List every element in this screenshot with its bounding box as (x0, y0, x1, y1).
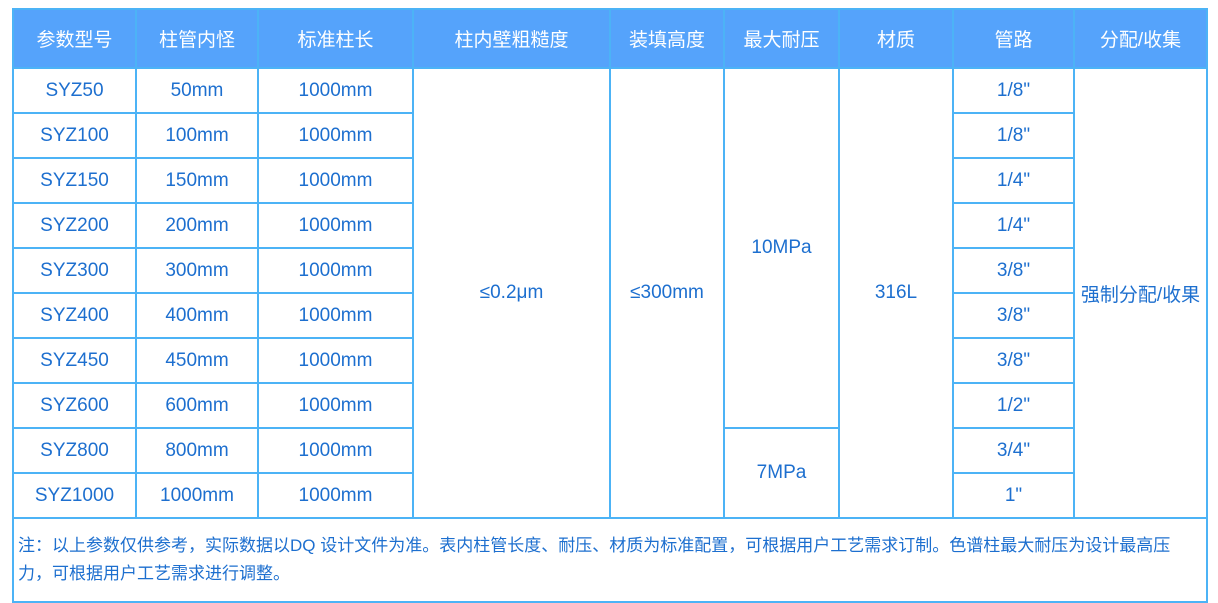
column-header: 柱管内怪 (135, 8, 259, 69)
note-row: 注：以上参数仅供参考，实际数据以DQ 设计文件为准。表内柱管长度、耐压、材质为标… (12, 517, 1208, 603)
table-row: SYZ800 800mm 1000mm 7MPa 3/4" (12, 427, 1207, 519)
column-header: 分配/收集 (1073, 8, 1208, 69)
table-row: SYZ150 150mm 1000mm 1/4" (12, 157, 1207, 204)
pipe-cell: 1/8" (952, 112, 1075, 159)
pipe-cell: 1/8" (952, 67, 1075, 114)
note-text: 注：以上参数仅供参考，实际数据以DQ 设计文件为准。表内柱管长度、耐压、材质为标… (12, 517, 1208, 603)
spec-table: 参数型号 柱管内怪 标准柱长 柱内壁粗糙度 装填高度 最大耐压 材质 管路 分配/收集 SYZ5… (12, 8, 1208, 603)
model-cell: SYZ100 (12, 112, 137, 159)
pipe-cell: 1/4" (952, 202, 1075, 249)
length-cell: 1000mm (257, 382, 414, 429)
column-header: 材质 (838, 8, 954, 69)
diameter-cell: 450mm (135, 337, 259, 384)
diameter-cell: 800mm (135, 427, 259, 474)
column-header: 最大耐压 (723, 8, 840, 69)
pipe-cell: 3/8" (952, 247, 1075, 294)
table-row: SYZ200 200mm 1000mm 1/4" (12, 202, 1207, 249)
diameter-cell: 1000mm (135, 472, 259, 519)
pipe-cell: 3/4" (952, 427, 1075, 474)
distribution-cell: 强制分配/收果 (1073, 67, 1208, 519)
fill-height-cell: ≤300mm (609, 67, 725, 519)
length-cell: 1000mm (257, 292, 414, 339)
length-cell: 1000mm (257, 202, 414, 249)
column-header: 标准柱长 (257, 8, 414, 69)
table-row: SYZ50 50mm 1000mm ≤0.2μm ≤300mm 10MPa 316L 1/8"… (12, 67, 1208, 519)
length-cell: 1000mm (257, 427, 414, 474)
table-row: SYZ600 600mm 1000mm 1/2" (12, 382, 1207, 429)
table-row: SYZ1000 1000mm 1000mm 1" (12, 472, 1207, 519)
roughness-cell: ≤0.2μm (412, 67, 611, 519)
table-row: SYZ450 450mm 1000mm 3/8" (12, 337, 1207, 384)
header-row: 参数型号 柱管内怪 标准柱长 柱内壁粗糙度 装填高度 最大耐压 材质 管路 分配/收集 (12, 8, 1208, 69)
length-cell: 1000mm (257, 247, 414, 294)
model-cell: SYZ800 (12, 427, 137, 474)
model-cell: SYZ50 (12, 67, 137, 114)
pipe-cell: 1/2" (952, 382, 1075, 429)
material-cell: 316L (838, 67, 954, 519)
model-cell: SYZ200 (12, 202, 137, 249)
model-cell: SYZ150 (12, 157, 137, 204)
pipe-cell: 3/8" (952, 337, 1075, 384)
table-row: SYZ300 300mm 1000mm 3/8" (12, 247, 1207, 294)
diameter-cell: 400mm (135, 292, 259, 339)
table-row: SYZ400 400mm 1000mm 3/8" (12, 292, 1207, 339)
model-cell: SYZ450 (12, 337, 137, 384)
table-row: SYZ100 100mm 1000mm 1/8" (12, 112, 1207, 159)
column-header: 管路 (952, 8, 1075, 69)
diameter-cell: 50mm (135, 67, 259, 114)
column-header: 参数型号 (12, 8, 137, 69)
pressure-cell: 7MPa (723, 427, 840, 519)
column-header: 柱内壁粗糙度 (412, 8, 611, 69)
diameter-cell: 600mm (135, 382, 259, 429)
length-cell: 1000mm (257, 337, 414, 384)
diameter-cell: 150mm (135, 157, 259, 204)
length-cell: 1000mm (257, 472, 414, 519)
length-cell: 1000mm (257, 157, 414, 204)
diameter-cell: 200mm (135, 202, 259, 249)
diameter-cell: 300mm (135, 247, 259, 294)
column-header: 装填高度 (609, 8, 725, 69)
pipe-cell: 1" (952, 472, 1075, 519)
model-cell: SYZ1000 (12, 472, 137, 519)
length-cell: 1000mm (257, 67, 414, 114)
model-cell: SYZ600 (12, 382, 137, 429)
length-cell: 1000mm (257, 112, 414, 159)
pressure-cell: 10MPa (723, 67, 840, 429)
pipe-cell: 1/4" (952, 157, 1075, 204)
model-cell: SYZ300 (12, 247, 137, 294)
pipe-cell: 3/8" (952, 292, 1075, 339)
diameter-cell: 100mm (135, 112, 259, 159)
model-cell: SYZ400 (12, 292, 137, 339)
